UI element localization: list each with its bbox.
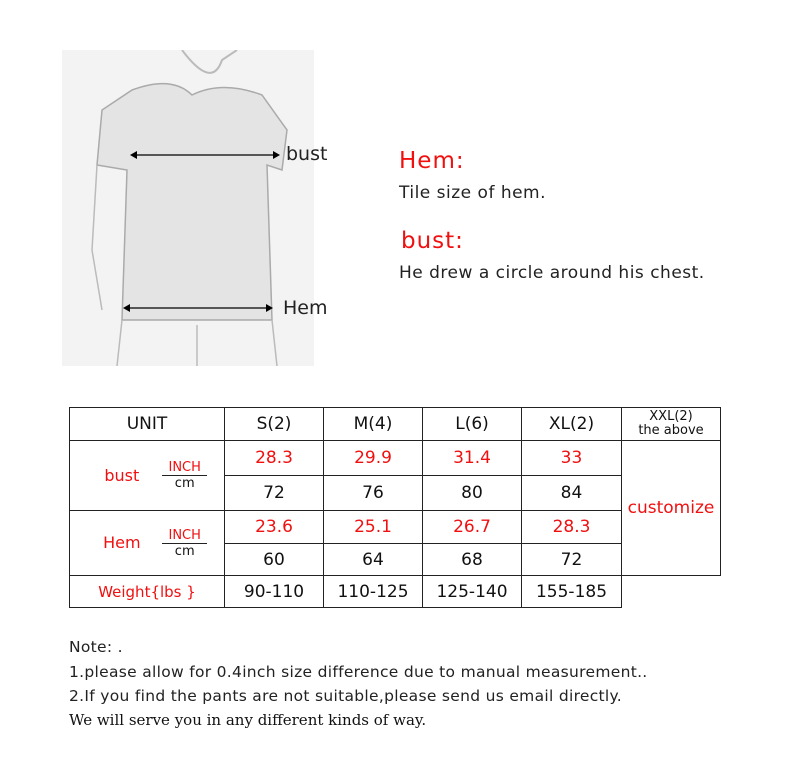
cell: 28.3 (224, 440, 324, 476)
cell: 72 (224, 475, 324, 511)
cell: 60 (224, 543, 324, 576)
cell: 29.9 (323, 440, 423, 476)
note-1: 1.please allow for 0.4inch size differen… (69, 663, 648, 681)
size-table: UNIT S(2) M(4) L(6) XL(2) XXL(2) the abov… (69, 407, 721, 608)
cell: 84 (521, 475, 622, 511)
weight-row: Weight{lbs } 90-110 110-125 125-140 155-… (69, 575, 721, 608)
cell: 125-140 (422, 575, 522, 608)
hem-term: Hem: (399, 148, 465, 174)
bust-term: bust: (401, 228, 464, 254)
cell: 23.6 (224, 510, 324, 544)
model-sketch-image (62, 50, 314, 366)
cell: 31.4 (422, 440, 522, 476)
hem-label: Hem (283, 297, 328, 319)
unit-header: UNIT (69, 407, 225, 441)
hem-row-label: Hem (103, 533, 141, 552)
bust-unit-cell: bust INCH cm (69, 440, 225, 511)
cell: 64 (323, 543, 423, 576)
cell: 25.1 (323, 510, 423, 544)
bust-definition: He drew a circle around his chest. (399, 263, 705, 283)
cell: 110-125 (323, 575, 423, 608)
note-2: 2.If you find the pants are not suitable… (69, 687, 623, 705)
size-header: S(2) (224, 407, 324, 441)
customize-cell: customize (621, 440, 721, 576)
hem-inch-row: Hem INCH cm 23.6 25.1 26.7 28.3 (69, 510, 721, 576)
inch-label: INCH (162, 460, 208, 476)
header-row: UNIT S(2) M(4) L(6) XL(2) XXL(2) the abov… (69, 407, 721, 441)
xxl-label: XXL(2) (649, 409, 693, 424)
cm-label: cm (174, 543, 195, 559)
bust-label: bust (286, 143, 328, 165)
cell: 90-110 (224, 575, 324, 608)
note-3: We will serve you in any different kinds… (69, 711, 427, 729)
size-header: L(6) (422, 407, 522, 441)
hem-cm-row: 60 64 68 72 (70, 543, 721, 576)
note-heading: Note: . (69, 638, 123, 656)
cell: 33 (521, 440, 622, 476)
cell: 76 (323, 475, 423, 511)
cell: 72 (521, 543, 622, 576)
above-label: the above (638, 423, 704, 438)
weight-label: Weight{lbs } (69, 575, 225, 608)
cell: 26.7 (422, 510, 522, 544)
inch-label: INCH (162, 528, 208, 544)
xxl-header: XXL(2) the above (621, 407, 721, 441)
cell: 28.3 (521, 510, 622, 544)
hem-unit-cell: Hem INCH cm (69, 510, 225, 576)
hem-definition: Tile size of hem. (399, 183, 547, 203)
cell: 68 (422, 543, 522, 576)
cell: 155-185 (521, 575, 622, 608)
bust-inch-row: bust INCH cm 28.3 29.9 31.4 33 customize (69, 440, 721, 576)
size-header: XL(2) (521, 407, 622, 441)
size-header: M(4) (323, 407, 423, 441)
bust-row-label: bust (104, 465, 140, 485)
cell: 80 (422, 475, 522, 511)
cm-label: cm (174, 476, 195, 491)
measure-arrows (123, 151, 280, 312)
